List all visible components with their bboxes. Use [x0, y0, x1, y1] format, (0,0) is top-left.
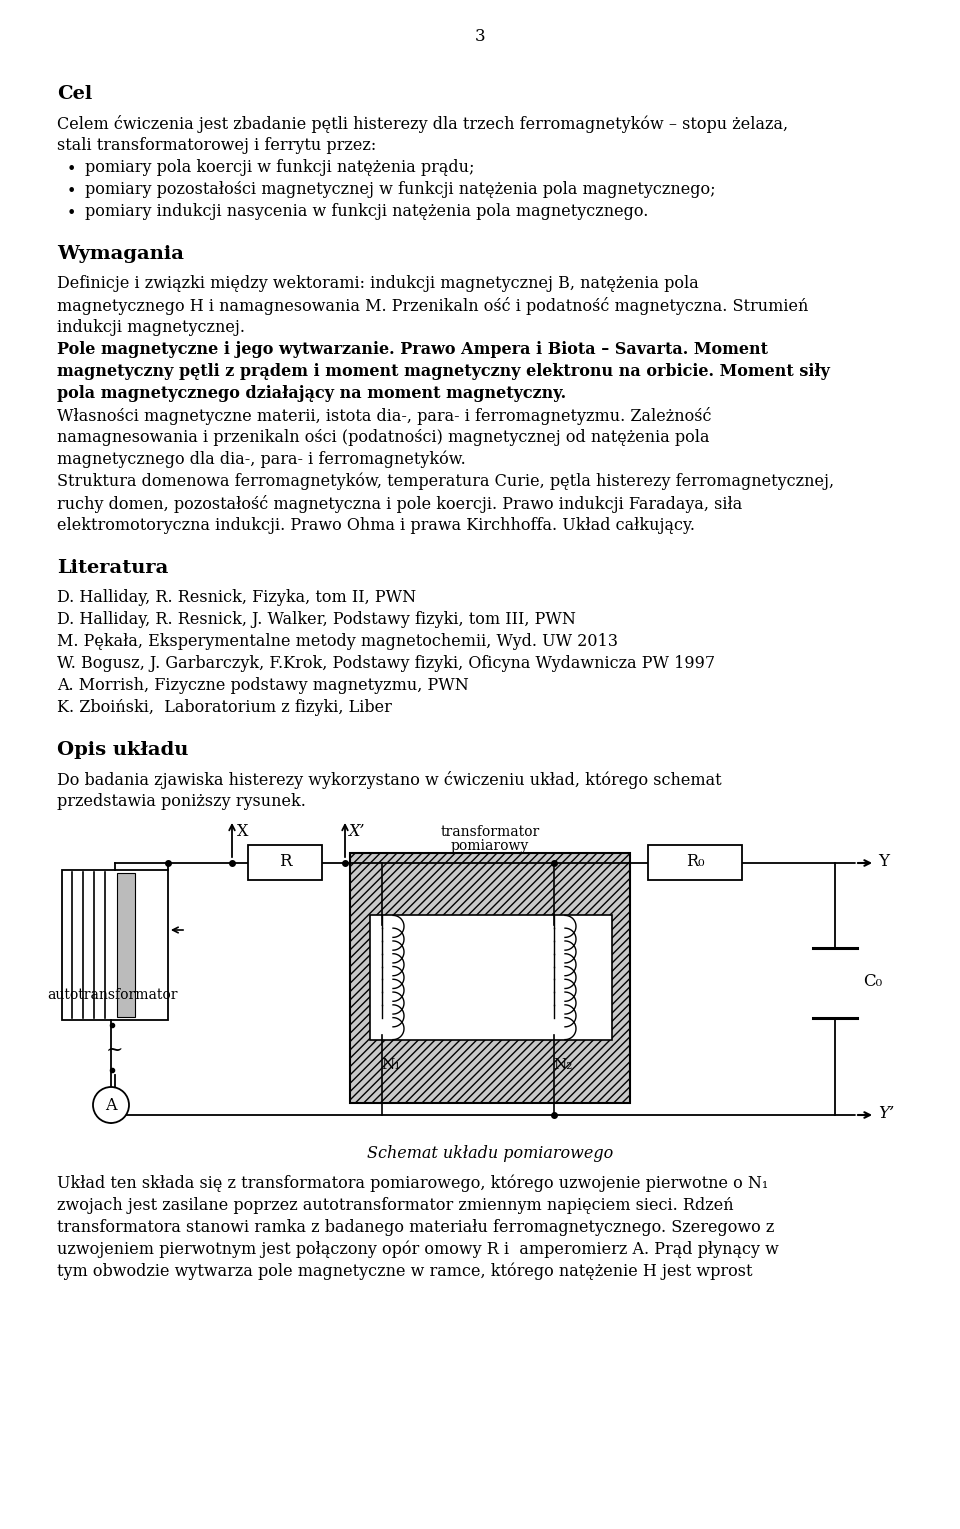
Text: Cel: Cel: [57, 86, 92, 102]
Text: pola magnetycznego działający na moment magnetyczny.: pola magnetycznego działający na moment …: [57, 385, 566, 402]
Text: pomiary pozostałości magnetycznej w funkcji natężenia pola magnetycznego;: pomiary pozostałości magnetycznej w funk…: [85, 180, 715, 197]
Text: C₀: C₀: [863, 972, 882, 989]
Text: R₀: R₀: [685, 853, 705, 870]
Text: •: •: [67, 161, 77, 177]
Text: Do badania zjawiska histerezy wykorzystano w ćwiczeniu układ, którego schemat: Do badania zjawiska histerezy wykorzysta…: [57, 771, 722, 789]
Text: K. Zboiński,  Laboratorium z fizyki, Liber: K. Zboiński, Laboratorium z fizyki, Libe…: [57, 699, 392, 716]
Bar: [648, 846, 742, 881]
Text: D. Halliday, R. Resnick, Fizyka, tom II, PWN: D. Halliday, R. Resnick, Fizyka, tom II,…: [57, 589, 416, 605]
Text: transformatora stanowi ramka z badanego materiału ferromagnetycznego. Szeregowo : transformatora stanowi ramka z badanego …: [57, 1219, 775, 1235]
Text: pomiary pola koercji w funkcji natężenia prądu;: pomiary pola koercji w funkcji natężenia…: [85, 159, 474, 176]
Text: stali transformatorowej i ferrytu przez:: stali transformatorowej i ferrytu przez:: [57, 138, 376, 154]
Bar: [248, 846, 322, 881]
Text: Układ ten składa się z transformatora pomiarowego, którego uzwojenie pierwotne o: Układ ten składa się z transformatora po…: [57, 1174, 768, 1193]
Text: X’: X’: [348, 823, 365, 839]
Text: Literatura: Literatura: [57, 560, 168, 576]
Text: Schemat układu pomiarowego: Schemat układu pomiarowego: [367, 1145, 613, 1162]
Circle shape: [93, 1087, 129, 1122]
Text: autotransformator: autotransformator: [48, 988, 179, 1001]
Text: tym obwodzie wytwarza pole magnetyczne w ramce, którego natężenie H jest wprost: tym obwodzie wytwarza pole magnetyczne w…: [57, 1263, 753, 1280]
Text: Własności magnetyczne materii, istota dia-, para- i ferromagnetyzmu. Zależność: Własności magnetyczne materii, istota di…: [57, 407, 711, 425]
Text: Pole magnetyczne i jego wytwarzanie. Prawo Ampera i Biota – Savarta. Moment: Pole magnetyczne i jego wytwarzanie. Pra…: [57, 341, 768, 358]
Text: 3: 3: [474, 28, 486, 44]
Text: Wymagania: Wymagania: [57, 245, 184, 263]
Text: Struktura domenowa ferromagnetyków, temperatura Curie, pętla histerezy ferromagn: Struktura domenowa ferromagnetyków, temp…: [57, 472, 834, 491]
Text: W. Bogusz, J. Garbarczyk, F.Krok, Podstawy fizyki, Oficyna Wydawnicza PW 1997: W. Bogusz, J. Garbarczyk, F.Krok, Podsta…: [57, 654, 715, 673]
Bar: [370, 914, 612, 1040]
Text: ruchy domen, pozostałość magnetyczna i pole koercji. Prawo indukcji Faradaya, si: ruchy domen, pozostałość magnetyczna i p…: [57, 495, 742, 514]
Text: Y’: Y’: [878, 1104, 895, 1121]
Text: M. Pękała, Eksperymentalne metody magnetochemii, Wyd. UW 2013: M. Pękała, Eksperymentalne metody magnet…: [57, 633, 618, 650]
Text: D. Halliday, R. Resnick, J. Walker, Podstawy fizyki, tom III, PWN: D. Halliday, R. Resnick, J. Walker, Pods…: [57, 612, 576, 628]
Text: •: •: [67, 205, 77, 222]
Bar: [350, 853, 630, 1102]
Text: indukcji magnetycznej.: indukcji magnetycznej.: [57, 320, 245, 336]
Text: zwojach jest zasilane poprzez autotransformator zmiennym napięciem sieci. Rdzeń: zwojach jest zasilane poprzez autotransf…: [57, 1197, 733, 1214]
Text: A. Morrish, Fizyczne podstawy magnetyzmu, PWN: A. Morrish, Fizyczne podstawy magnetyzmu…: [57, 677, 468, 694]
Text: X: X: [237, 823, 249, 839]
Text: •: •: [67, 183, 77, 200]
Text: R: R: [278, 853, 291, 870]
Text: Opis układu: Opis układu: [57, 742, 188, 758]
Text: N₁: N₁: [381, 1058, 400, 1072]
Text: pomiarowy: pomiarowy: [451, 839, 529, 853]
Text: magnetycznego H i namagnesowania M. Przenikaln ość i podatność magnetyczna. Stru: magnetycznego H i namagnesowania M. Prze…: [57, 297, 808, 315]
Text: transformator: transformator: [441, 826, 540, 839]
Text: Celem ćwiczenia jest zbadanie pętli histerezy dla trzech ferromagnetyków – stopu: Celem ćwiczenia jest zbadanie pętli hist…: [57, 115, 788, 133]
Text: A: A: [106, 1096, 117, 1113]
Text: uzwojeniem pierwotnym jest połączony opór omowy R i  amperomierz A. Prąd płynący: uzwojeniem pierwotnym jest połączony opó…: [57, 1242, 779, 1258]
Text: magnetyczny pętli z prądem i moment magnetyczny elektronu na orbicie. Moment sił: magnetyczny pętli z prądem i moment magn…: [57, 362, 829, 381]
Text: ~: ~: [107, 1041, 124, 1060]
Text: N₂: N₂: [553, 1058, 573, 1072]
Bar: [117, 873, 135, 1017]
Text: magnetycznego dla dia-, para- i ferromagnetyków.: magnetycznego dla dia-, para- i ferromag…: [57, 451, 466, 468]
Text: namagnesowania i przenikaln ości (podatności) magnetycznej od natężenia pola: namagnesowania i przenikaln ości (podatn…: [57, 430, 709, 446]
Text: elektromotoryczna indukcji. Prawo Ohma i prawa Kirchhoffa. Układ całkujący.: elektromotoryczna indukcji. Prawo Ohma i…: [57, 517, 695, 534]
Text: przedstawia poniższy rysunek.: przedstawia poniższy rysunek.: [57, 794, 306, 810]
Text: pomiary indukcji nasycenia w funkcji natężenia pola magnetycznego.: pomiary indukcji nasycenia w funkcji nat…: [85, 203, 648, 220]
Text: Y: Y: [878, 853, 889, 870]
Bar: [62, 870, 168, 1020]
Text: Definicje i związki między wektorami: indukcji magnetycznej B, natężenia pola: Definicje i związki między wektorami: in…: [57, 275, 699, 292]
